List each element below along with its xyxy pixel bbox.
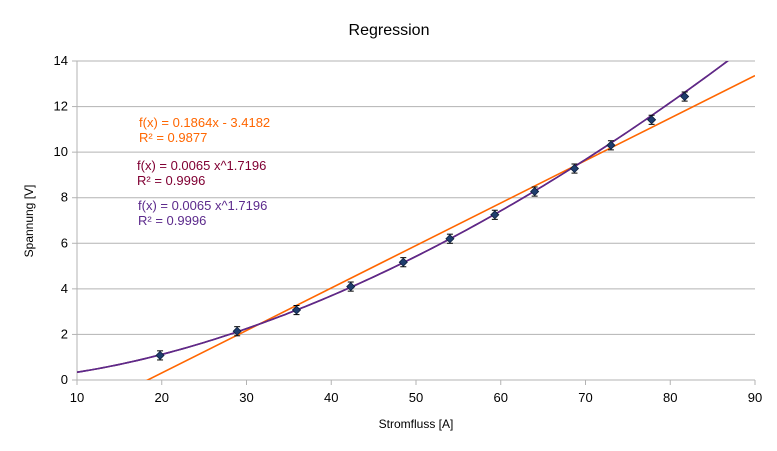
data-point — [155, 350, 165, 361]
power-r2-label-2: R² = 0.9996 — [138, 213, 206, 228]
trendline-power-equation-1: f(x) = 0.0065 x^1.7196 R² = 0.9996 — [137, 158, 266, 188]
chart-title: Regression — [349, 22, 430, 39]
data-point — [606, 140, 616, 151]
x-tick-labels: 10 20 30 40 50 60 70 80 90 — [70, 390, 762, 405]
data-point — [680, 91, 690, 102]
point-marker — [490, 210, 500, 220]
x-tick-label: 50 — [409, 390, 423, 405]
data-point — [569, 163, 580, 174]
linear-equation-label: f(x) = 0.1864x - 3.4182 — [139, 115, 270, 130]
data-point — [530, 186, 540, 197]
point-marker — [398, 257, 408, 267]
data-point — [490, 209, 500, 220]
point-marker — [647, 115, 657, 125]
x-tick-label: 40 — [324, 390, 338, 405]
axes — [72, 60, 756, 385]
x-tick-label: 70 — [578, 390, 592, 405]
grid-lines — [77, 60, 755, 335]
point-marker — [569, 163, 580, 174]
data-point — [291, 304, 302, 316]
trendline-linear-0 — [145, 74, 755, 380]
x-tick-label: 30 — [239, 390, 253, 405]
data-point — [398, 257, 408, 268]
y-tick-label: 12 — [54, 99, 68, 114]
trendline-power-equation-2: f(x) = 0.0065 x^1.7196 R² = 0.9996 — [138, 198, 267, 228]
y-tick-label: 0 — [61, 372, 68, 387]
y-tick-label: 6 — [61, 235, 68, 250]
point-marker — [445, 234, 455, 244]
linear-r2-label: R² = 0.9877 — [139, 130, 207, 145]
x-tick-label: 20 — [155, 390, 169, 405]
point-marker — [155, 350, 165, 360]
trendline-power-2 — [77, 61, 729, 374]
y-axis-label: Spannung [V] — [22, 185, 36, 258]
data-point — [647, 114, 657, 125]
point-marker — [291, 305, 302, 315]
x-tick-label: 60 — [494, 390, 508, 405]
x-tick-label: 10 — [70, 390, 84, 405]
power-equation-label-2: f(x) = 0.0065 x^1.7196 — [138, 198, 267, 213]
data-point — [346, 281, 356, 292]
point-marker — [606, 140, 616, 150]
power-equation-label-1: f(x) = 0.0065 x^1.7196 — [137, 158, 266, 173]
y-tick-label: 2 — [61, 326, 68, 341]
trendlines — [77, 61, 755, 380]
data-point — [232, 326, 242, 337]
data-points — [155, 91, 690, 361]
data-point — [445, 233, 455, 244]
x-tick-label: 80 — [663, 390, 677, 405]
trendline-linear-equation: f(x) = 0.1864x - 3.4182 R² = 0.9877 — [139, 115, 270, 145]
y-tick-label: 8 — [61, 190, 68, 205]
x-axis-label: Stromfluss [A] — [379, 417, 454, 431]
y-tick-label: 10 — [54, 144, 68, 159]
point-marker — [680, 91, 690, 102]
y-tick-label: 4 — [61, 281, 68, 296]
point-marker — [530, 186, 540, 197]
power-r2-label-1: R² = 0.9996 — [137, 173, 205, 188]
point-marker — [346, 282, 356, 292]
y-tick-label: 14 — [54, 53, 68, 68]
y-tick-labels: 0 2 4 6 8 10 12 14 — [54, 53, 68, 387]
point-marker — [232, 326, 242, 336]
x-tick-label: 90 — [748, 390, 762, 405]
